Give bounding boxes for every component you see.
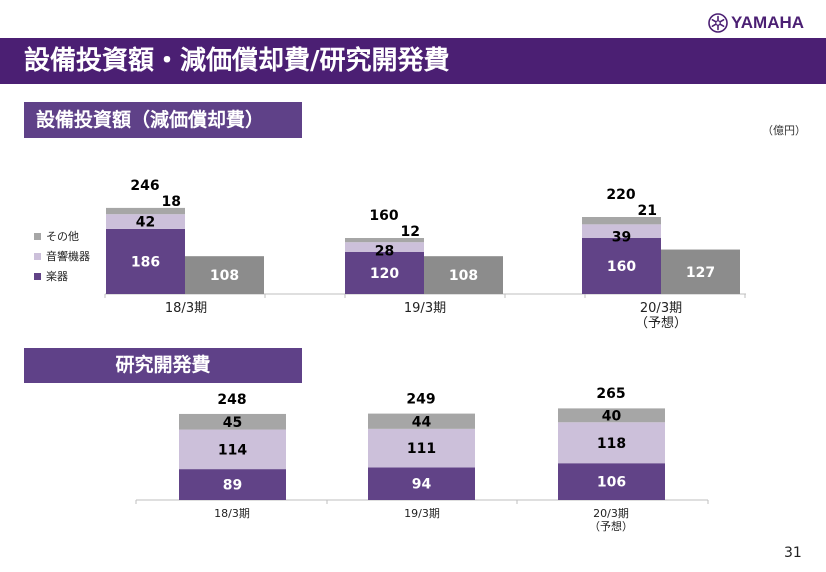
unit-label: （億円）: [762, 124, 806, 137]
tuning-forks-emblem-icon: [708, 13, 728, 33]
data-label-instruments: 160: [607, 259, 636, 275]
bar-other: [106, 207, 185, 215]
bar-instruments: [179, 469, 286, 500]
legend-label: 音響機器: [46, 250, 90, 263]
data-label-depreciation: 108: [210, 268, 239, 284]
bar-other: [179, 413, 286, 430]
category-label: 20/3期: [640, 301, 682, 316]
legend-item-instruments: 楽器: [34, 266, 90, 286]
bar-other: [345, 238, 424, 243]
total-label: 220: [606, 187, 635, 203]
total-label: 249: [406, 392, 435, 408]
yamaha-logo: YAMAHA: [708, 12, 804, 34]
bar-other: [368, 413, 475, 429]
page-number: 31: [784, 545, 802, 561]
bar-depreciation: [661, 249, 740, 294]
total-label: 248: [217, 392, 246, 408]
data-label-audio: 28: [375, 244, 394, 260]
data-label-other: 44: [412, 414, 432, 430]
bar-instruments: [345, 252, 424, 294]
section-header-rnd: 研究開発費: [24, 348, 302, 383]
data-label-other: 12: [401, 224, 420, 240]
data-label-audio: 39: [612, 230, 631, 246]
bar-other: [582, 217, 661, 225]
total-label: 160: [369, 208, 398, 224]
data-label-audio: 111: [407, 441, 436, 457]
bar-instruments: [368, 467, 475, 500]
data-label-other: 18: [162, 194, 181, 210]
bar-audio: [582, 224, 661, 238]
bar-depreciation: [424, 256, 503, 294]
data-label-instruments: 94: [412, 477, 432, 493]
legend-swatch-audio: [34, 252, 41, 260]
bar-other: [558, 408, 665, 423]
data-label-other: 45: [223, 415, 242, 431]
data-label-audio: 114: [218, 442, 247, 458]
page-title: 設備投資額・減価償却費/研究開発費: [24, 46, 450, 76]
bar-depreciation: [185, 256, 264, 294]
legend-swatch-other: [34, 232, 41, 240]
bar-audio: [368, 428, 475, 468]
category-label: 19/3期: [404, 507, 440, 520]
data-label-other: 21: [638, 203, 657, 219]
data-label-instruments: 120: [370, 266, 399, 282]
bar-instruments: [106, 228, 185, 294]
legend-label: その他: [46, 230, 79, 243]
legend-label: 楽器: [46, 270, 68, 283]
category-sublabel: （予想）: [589, 519, 633, 533]
data-label-depreciation: 108: [449, 268, 478, 284]
data-label-other: 40: [602, 408, 622, 424]
data-label-instruments: 106: [597, 475, 626, 491]
bar-audio: [179, 429, 286, 470]
legend-item-other: その他: [34, 226, 90, 246]
category-label: 18/3期: [214, 507, 250, 520]
category-label: 18/3期: [165, 301, 207, 316]
bar-instruments: [582, 238, 661, 294]
logo-text: YAMAHA: [731, 13, 805, 32]
data-label-audio: 42: [136, 215, 155, 231]
total-label: 246: [130, 178, 159, 194]
category-label: 19/3期: [404, 301, 446, 316]
data-label-instruments: 186: [131, 254, 160, 270]
bar-audio: [558, 422, 665, 464]
bar-instruments: [558, 463, 665, 500]
legend-swatch-instruments: [34, 272, 41, 280]
category-label: 20/3期: [593, 507, 629, 520]
total-label: 265: [596, 386, 625, 402]
bar-audio: [106, 214, 185, 229]
legend-item-audio: 音響機器: [34, 246, 90, 266]
title-bar: 設備投資額・減価償却費/研究開発費: [0, 38, 826, 84]
category-sublabel: （予想）: [635, 315, 687, 331]
data-label-instruments: 89: [223, 478, 242, 494]
chart-legend: その他 音響機器 楽器: [34, 226, 90, 286]
data-label-audio: 118: [597, 436, 626, 452]
bar-audio: [345, 242, 424, 252]
data-label-depreciation: 127: [686, 265, 715, 281]
section-header-capex: 設備投資額（減価償却費）: [24, 102, 302, 138]
